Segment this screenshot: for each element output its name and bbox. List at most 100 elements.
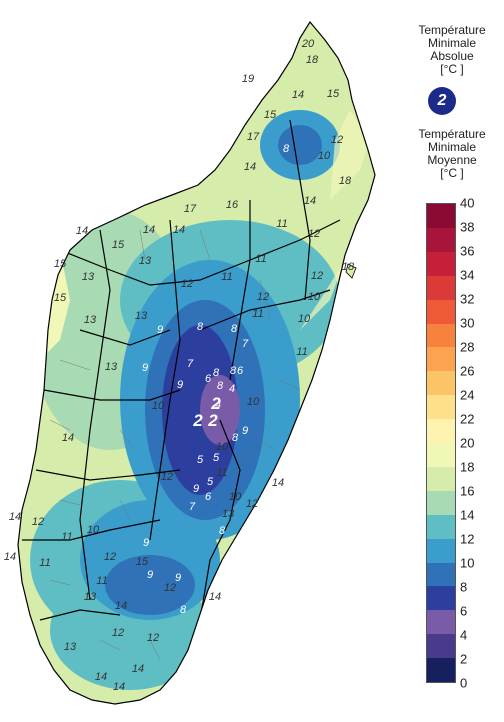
colorbar-band [427, 419, 455, 444]
colorbar-band [427, 371, 455, 396]
colorbar-band [427, 443, 455, 468]
isotherm-label: 15 [327, 88, 340, 100]
colorbar-band [427, 490, 455, 516]
isotherm-label: 12 [161, 471, 173, 483]
isotherm-label: 14 [173, 224, 185, 236]
isotherm-label: 12 [104, 551, 116, 563]
isotherm-label: 10 [247, 396, 260, 408]
isotherm-label: 15 [264, 109, 277, 121]
isotherm-label: 2 [207, 411, 218, 430]
colorbar-tick-label: 18 [460, 459, 475, 475]
legend-title-line: Moyenne [427, 153, 477, 167]
colorbar-tick-label: 22 [460, 411, 475, 427]
legend-title-line: Température [418, 23, 486, 37]
isotherm-label: 4 [229, 383, 235, 395]
mean-min-title: Température Minimale Moyenne [°C ] [400, 128, 504, 180]
colorbar-band [427, 610, 455, 635]
isotherm-label: 18 [342, 261, 355, 273]
isotherm-label: 13 [222, 508, 235, 520]
isotherm-label: 15 [54, 292, 67, 304]
isotherm-label: 13 [84, 591, 97, 603]
isotherm-label: 6 [205, 491, 212, 503]
isotherm-label: 7 [189, 501, 196, 513]
isotherm-label: 10 [298, 313, 311, 325]
colorbar-band [427, 204, 455, 229]
isotherm-label: 14 [9, 511, 21, 523]
colorbar-band [427, 251, 455, 277]
isotherm-label: 12 [112, 627, 124, 639]
isotherm-label: 8 [213, 367, 220, 379]
isotherm-label: 8 [232, 432, 239, 444]
isotherm-label: 14 [95, 671, 107, 683]
isotherm-label: 9 [242, 425, 248, 437]
isotherm-label: 10 [229, 491, 242, 503]
isotherm-label: 14 [143, 224, 155, 236]
isotherm-label: 20 [301, 38, 315, 50]
isotherm-label: 13 [84, 314, 97, 326]
colorbar-tick-label: 40 [460, 195, 475, 211]
isotherm-label: 15 [54, 258, 67, 270]
isotherm-label: 9 [143, 537, 149, 549]
colorbar-band [427, 634, 455, 659]
isotherm-label: 6 [237, 365, 244, 377]
isotherm-label: 14 [115, 600, 127, 612]
colorbar-band [427, 586, 455, 611]
isotherm-label: 9 [177, 379, 183, 391]
isotherm-label: 12 [246, 498, 258, 510]
colorbar-tick-label: 2 [460, 651, 468, 667]
isotherm-label: 9 [142, 362, 148, 374]
legend-title-line: Absolue [430, 49, 474, 63]
colorbar-tick-label: 34 [460, 267, 475, 283]
isotherm-label: 10 [216, 441, 229, 453]
colorbar-band [427, 323, 455, 348]
isotherm-label: 18 [339, 175, 352, 187]
colorbar-band [427, 227, 455, 253]
isotherm-label: 11 [216, 467, 227, 479]
isotherm-label: 8 [231, 323, 238, 335]
isotherm-label: 14 [113, 681, 125, 693]
legend: Température Minimale Absolue [°C ] 2 Tem… [400, 0, 504, 722]
colorbar-tick-label: 16 [460, 483, 475, 499]
colorbar-tick-label: 32 [460, 291, 475, 307]
isotherm-label: 17 [184, 203, 197, 215]
colorbar-tick-label: 26 [460, 363, 475, 379]
isotherm-label: 11 [96, 575, 107, 587]
absolute-min-title: Température Minimale Absolue [°C ] [400, 24, 504, 76]
isotherm-label: 13 [82, 271, 95, 283]
isotherm-label: 12 [308, 228, 320, 240]
isotherm-label: 14 [76, 225, 88, 237]
colorbar-tick-label: 12 [460, 531, 475, 547]
isotherm-label: 2 [192, 411, 203, 430]
isotherm-label: 17 [247, 131, 260, 143]
isotherm-label: 13 [135, 310, 148, 322]
absolute-min-badge: 2 [428, 87, 456, 115]
isotherm-label: 5 [213, 452, 220, 464]
isotherm-label: 10 [308, 291, 321, 303]
colorbar-band [427, 562, 455, 587]
isotherm-label: 15 [136, 556, 149, 568]
colorbar-tick-label: 14 [460, 507, 475, 523]
colorbar-band [427, 395, 455, 420]
coast-outline [17, 20, 376, 705]
isotherm-label: 2 [210, 394, 221, 413]
isotherm-label: 13 [139, 255, 152, 267]
isotherm-label: 16 [226, 199, 239, 211]
isotherm-label: 4 [215, 399, 221, 411]
colorbar-tick-label: 30 [460, 315, 475, 331]
colorbar-tick-label: 36 [460, 243, 475, 259]
isotherm-label: 14 [292, 89, 304, 101]
isotherm-label: 8 [197, 321, 204, 333]
isotherm-label: 9 [147, 569, 153, 581]
isotherm-label: 9 [193, 483, 199, 495]
isotherm-label: 15 [112, 239, 125, 251]
isotherm-label: 18 [306, 54, 319, 66]
isotherm-label: 9 [175, 572, 181, 584]
isotherm-label: 11 [221, 271, 232, 283]
colorbar-band [427, 466, 455, 492]
isotherm-label: 13 [105, 361, 118, 373]
isotherm-label: 7 [242, 338, 249, 350]
colorbar-band [427, 347, 455, 372]
isotherm-label: 7 [187, 358, 194, 370]
colorbar-tick-label: 28 [460, 339, 475, 355]
isotherm-label: 5 [197, 454, 204, 466]
